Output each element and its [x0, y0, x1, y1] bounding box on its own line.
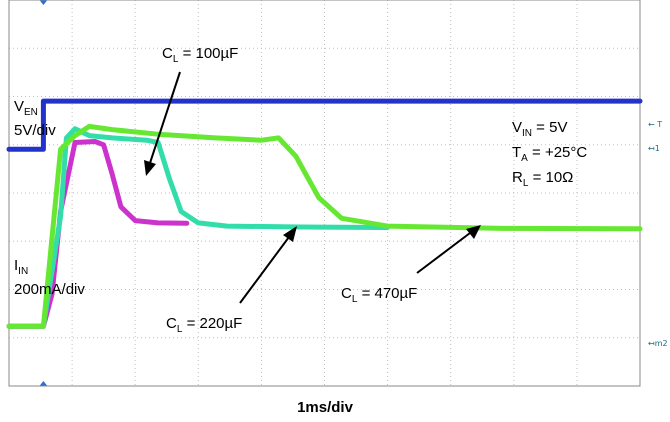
iin-scale: 200mA/div — [14, 281, 85, 298]
channel-1-marker: ↤1 — [648, 144, 660, 153]
traces — [6, 98, 643, 329]
math-2-marker: ↤m2 — [648, 339, 668, 348]
trace-c100 — [6, 139, 190, 329]
condition-ta: TA = +25°C — [512, 144, 587, 164]
condition-vin: VIN = 5V — [512, 119, 567, 139]
plot-frame — [8, 0, 641, 387]
arrow-cl-220uf — [239, 226, 297, 304]
ven-scale: 5V/div — [14, 122, 56, 139]
trace-c470 — [6, 123, 643, 329]
arrow-cl-470uf — [416, 225, 481, 274]
annotation-cl-220uf: CL = 220µF — [166, 315, 242, 335]
trigger-position-top — [39, 0, 48, 5]
trigger-position-bottom — [39, 381, 48, 386]
condition-rl: RL = 10Ω — [512, 169, 573, 189]
annotation-cl-470uf: CL = 470µF — [341, 285, 417, 305]
trigger-marker: ← T — [648, 120, 662, 129]
iin-label: IIN — [14, 257, 28, 277]
ven-label: VEN — [14, 98, 38, 118]
arrow-cl-100uf — [144, 71, 181, 176]
trace-c220 — [6, 126, 391, 329]
grid — [9, 0, 640, 386]
x-axis-label: 1ms/div — [297, 399, 354, 416]
annotation-cl-100uf: CL = 100µF — [162, 45, 238, 65]
trace-ven — [6, 98, 643, 152]
